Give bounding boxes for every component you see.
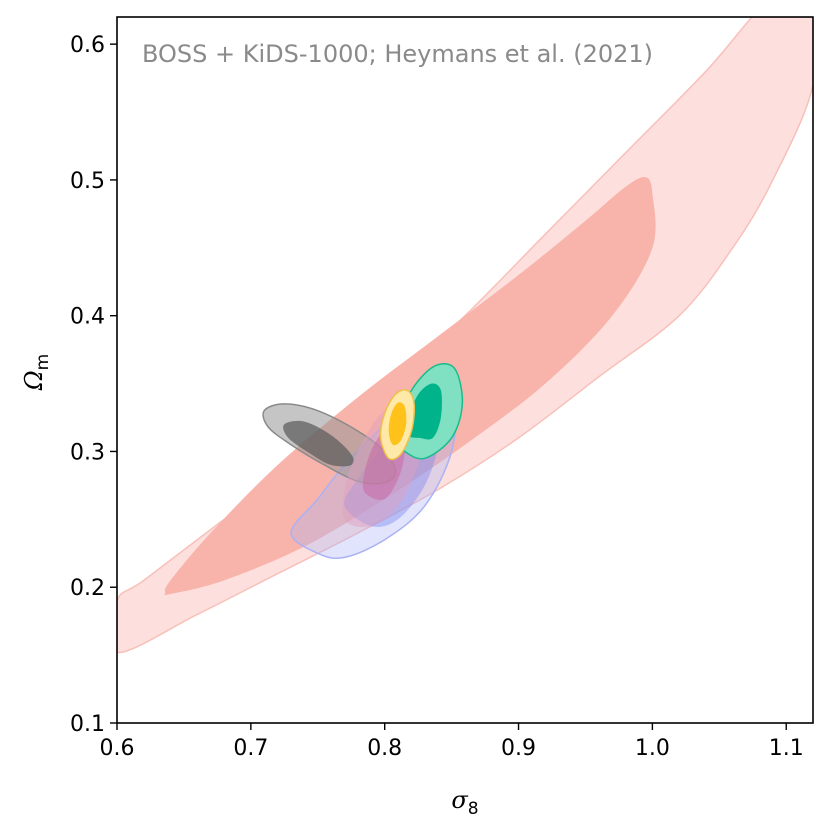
x-axis-label: σ8 xyxy=(451,786,478,819)
y-axis-label-subscript: m xyxy=(33,354,53,371)
x-tick-label: 1.1 xyxy=(769,736,804,761)
x-tick-label: 0.8 xyxy=(367,736,402,761)
contour-regions xyxy=(117,17,813,654)
chart-annotation: BOSS + KiDS-1000; Heymans et al. (2021) xyxy=(142,40,653,68)
x-tick-label: 1.0 xyxy=(635,736,670,761)
contour-series-2-inner xyxy=(283,420,354,467)
contour-series-5-inner xyxy=(388,402,407,446)
y-tick-label: 0.4 xyxy=(70,305,105,330)
axes-frame xyxy=(116,16,814,724)
y-axis-label: Ωm xyxy=(20,354,53,391)
y-tick-label: 0.6 xyxy=(70,33,105,58)
x-axis-ticks: 0.6 0.7 0.8 0.9 1.0 1.1 xyxy=(100,723,804,761)
x-tick-label: 0.7 xyxy=(233,736,268,761)
x-axis-label-symbol: σ xyxy=(451,786,468,814)
contour-series-4-inner xyxy=(407,383,442,440)
y-axis-ticks: 0.1 0.2 0.3 0.4 0.5 0.6 xyxy=(70,33,117,737)
y-tick-label: 0.5 xyxy=(70,169,105,194)
y-tick-label: 0.3 xyxy=(70,440,105,465)
y-tick-label: 0.2 xyxy=(70,576,105,601)
x-tick-label: 0.6 xyxy=(100,736,135,761)
y-axis-label-symbol: Ω xyxy=(20,370,48,391)
x-tick-label: 0.9 xyxy=(501,736,536,761)
x-axis-label-subscript: 8 xyxy=(468,799,479,819)
y-tick-label: 0.1 xyxy=(70,712,105,737)
contour-series-0-inner xyxy=(164,176,656,596)
